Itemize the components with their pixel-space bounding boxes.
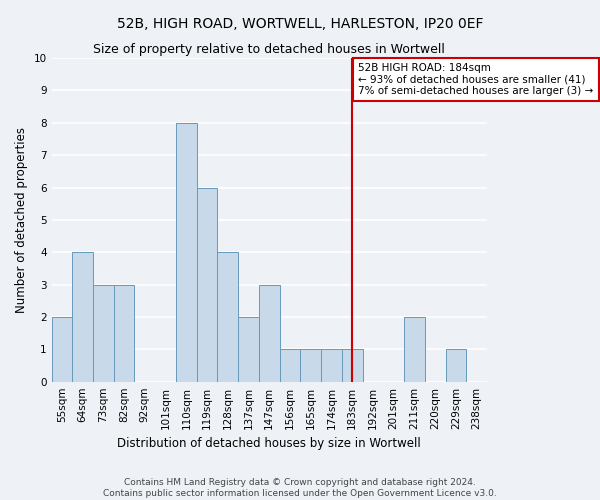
Text: 52B, HIGH ROAD, WORTWELL, HARLESTON, IP20 0EF: 52B, HIGH ROAD, WORTWELL, HARLESTON, IP2… (117, 18, 483, 32)
Bar (321, 350, 342, 382)
Bar (404, 317, 425, 382)
Title: Size of property relative to detached houses in Wortwell: Size of property relative to detached ho… (94, 42, 445, 56)
X-axis label: Distribution of detached houses by size in Wortwell: Distribution of detached houses by size … (118, 437, 421, 450)
Bar (114, 284, 134, 382)
Bar (176, 123, 197, 382)
Bar (342, 350, 362, 382)
Bar (259, 284, 280, 382)
Bar (446, 350, 466, 382)
Bar (93, 284, 114, 382)
Bar (280, 350, 301, 382)
Bar (217, 252, 238, 382)
Bar (301, 350, 321, 382)
Y-axis label: Number of detached properties: Number of detached properties (15, 127, 28, 313)
Bar (52, 317, 72, 382)
Bar (197, 188, 217, 382)
Text: Contains HM Land Registry data © Crown copyright and database right 2024.
Contai: Contains HM Land Registry data © Crown c… (103, 478, 497, 498)
Bar (238, 317, 259, 382)
Bar (72, 252, 93, 382)
Text: 52B HIGH ROAD: 184sqm
← 93% of detached houses are smaller (41)
7% of semi-detac: 52B HIGH ROAD: 184sqm ← 93% of detached … (358, 63, 594, 96)
